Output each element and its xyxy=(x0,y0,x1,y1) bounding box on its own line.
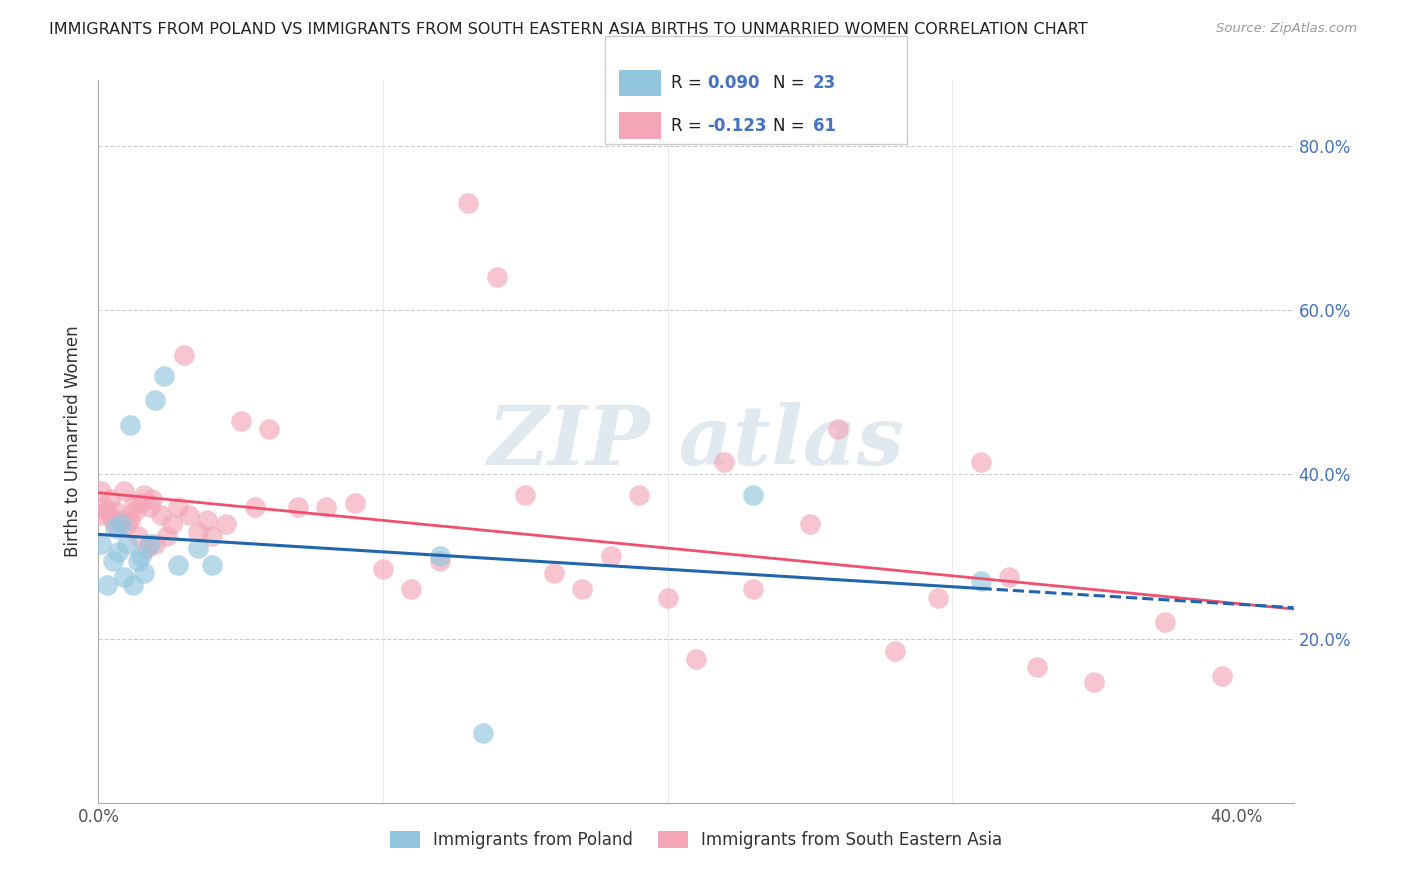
Point xyxy=(187,541,209,556)
Point xyxy=(457,196,479,211)
Text: N =: N = xyxy=(773,74,810,92)
Point xyxy=(343,496,366,510)
Point xyxy=(485,270,508,285)
Y-axis label: Births to Unmarried Women: Births to Unmarried Women xyxy=(65,326,83,558)
Point xyxy=(124,504,146,518)
Point xyxy=(471,726,494,740)
Point xyxy=(127,529,149,543)
Point xyxy=(179,508,201,523)
Text: N =: N = xyxy=(773,117,810,135)
Point xyxy=(143,393,166,408)
Point xyxy=(135,541,157,556)
Point xyxy=(121,578,143,592)
Point xyxy=(138,500,160,515)
Point xyxy=(132,566,155,580)
Point xyxy=(1026,660,1049,674)
Point xyxy=(93,500,115,515)
Point xyxy=(1211,668,1233,682)
Point xyxy=(685,652,707,666)
Point xyxy=(927,591,949,605)
Point xyxy=(115,537,138,551)
Point xyxy=(884,644,907,658)
Point xyxy=(110,516,132,531)
Point xyxy=(713,455,735,469)
Point xyxy=(257,422,280,436)
Point xyxy=(101,553,124,567)
Point xyxy=(599,549,621,564)
Point xyxy=(96,504,118,518)
Point xyxy=(104,504,127,518)
Point xyxy=(156,529,179,543)
Point xyxy=(112,483,135,498)
Point xyxy=(153,368,176,383)
Point xyxy=(371,562,394,576)
Point xyxy=(827,422,849,436)
Point xyxy=(112,570,135,584)
Point xyxy=(167,500,190,515)
Point xyxy=(401,582,423,597)
Point xyxy=(118,418,141,433)
Point xyxy=(96,578,118,592)
Point xyxy=(110,512,132,526)
Point xyxy=(138,537,160,551)
Point xyxy=(799,516,821,531)
Point xyxy=(628,488,651,502)
Point xyxy=(201,558,224,572)
Text: R =: R = xyxy=(671,74,707,92)
Point xyxy=(173,348,195,362)
Point xyxy=(104,521,127,535)
Point xyxy=(121,500,143,515)
Point xyxy=(215,516,238,531)
Point xyxy=(118,512,141,526)
Point xyxy=(998,570,1021,584)
Point xyxy=(143,537,166,551)
Text: 23: 23 xyxy=(813,74,837,92)
Point xyxy=(90,508,112,523)
Text: Source: ZipAtlas.com: Source: ZipAtlas.com xyxy=(1216,22,1357,36)
Point xyxy=(98,491,121,506)
Point xyxy=(127,553,149,567)
Text: 61: 61 xyxy=(813,117,835,135)
Point xyxy=(543,566,565,580)
Point xyxy=(162,516,184,531)
Text: IMMIGRANTS FROM POLAND VS IMMIGRANTS FROM SOUTH EASTERN ASIA BIRTHS TO UNMARRIED: IMMIGRANTS FROM POLAND VS IMMIGRANTS FRO… xyxy=(49,22,1088,37)
Point xyxy=(287,500,309,515)
Point xyxy=(195,512,218,526)
Point xyxy=(129,496,152,510)
Text: -0.123: -0.123 xyxy=(707,117,766,135)
Point xyxy=(429,549,451,564)
Point xyxy=(101,512,124,526)
Point xyxy=(129,549,152,564)
Point xyxy=(201,529,224,543)
Point xyxy=(90,483,112,498)
Point xyxy=(150,508,173,523)
Point xyxy=(229,414,252,428)
Point xyxy=(90,537,112,551)
Point xyxy=(741,488,763,502)
Point xyxy=(429,553,451,567)
Point xyxy=(187,524,209,539)
Point xyxy=(741,582,763,597)
Point xyxy=(657,591,679,605)
Legend: Immigrants from Poland, Immigrants from South Eastern Asia: Immigrants from Poland, Immigrants from … xyxy=(382,824,1010,856)
Point xyxy=(107,545,129,559)
Text: R =: R = xyxy=(671,117,707,135)
Point xyxy=(1083,675,1105,690)
Point xyxy=(969,574,991,588)
Point xyxy=(132,488,155,502)
Text: 0.090: 0.090 xyxy=(707,74,759,92)
Point xyxy=(571,582,593,597)
Point xyxy=(515,488,537,502)
Point xyxy=(141,491,163,506)
Point xyxy=(115,516,138,531)
Point xyxy=(1154,615,1177,630)
Point xyxy=(315,500,337,515)
Text: ZIP atlas: ZIP atlas xyxy=(488,401,904,482)
Point xyxy=(969,455,991,469)
Point xyxy=(243,500,266,515)
Point xyxy=(107,521,129,535)
Point xyxy=(167,558,190,572)
